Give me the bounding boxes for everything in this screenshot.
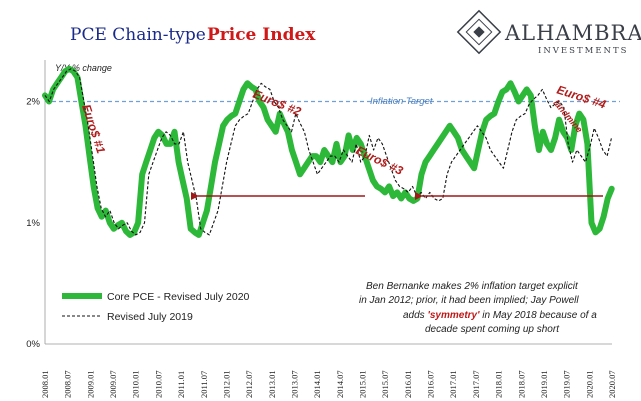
x-tick-label: 2015.01 — [358, 370, 368, 398]
x-tick-label: 2010.01 — [131, 370, 141, 398]
note-line1: Ben Bernanke makes 2% inflation target e… — [366, 281, 579, 292]
chart-title-part1: PCE Chain-type — [70, 25, 206, 45]
chart-title-part2: Price Index — [207, 25, 316, 45]
x-tick-label: 2014.07 — [335, 370, 345, 398]
note-line3c: in May 2018 because of a — [479, 310, 597, 321]
x-tick-label: 2016.07 — [426, 370, 436, 398]
x-tick-label: 2011.01 — [176, 371, 186, 398]
x-tick-label: 2018.07 — [516, 370, 526, 398]
legend-label-core: Core PCE - Revised July 2020 — [107, 291, 250, 303]
note-line3a: adds — [403, 310, 427, 321]
y-tick-label: 2% — [26, 97, 40, 108]
x-tick-label: 2016.01 — [403, 370, 413, 398]
note-line4: decade spent coming up short — [425, 324, 560, 335]
x-tick-label: 2018.01 — [494, 370, 504, 398]
inflation-target-label: Inflation Target — [370, 96, 433, 107]
x-tick-label: 2019.07 — [562, 370, 572, 398]
legend-label-2019: Revised July 2019 — [107, 311, 193, 323]
euro3-label: Euro$ #3 — [354, 143, 406, 178]
x-tick-label: 2015.07 — [380, 370, 390, 398]
x-tick-label: 2020.01 — [584, 370, 594, 398]
note-line2: in Jan 2012; prior, it had been implied;… — [359, 295, 579, 306]
legend: Core PCE - Revised July 2020 Revised Jul… — [62, 291, 250, 323]
x-tick-label: 2012.07 — [244, 370, 254, 398]
x-tick-label: 2012.01 — [221, 370, 231, 398]
y-tick-label: 0% — [26, 339, 40, 350]
note-line3: adds 'symmetry' in May 2018 because of a — [403, 310, 597, 321]
x-tick-label: 2014.01 — [312, 370, 322, 398]
x-tick-label: 2011.07 — [199, 371, 209, 398]
series-revised-2019 — [44, 68, 613, 236]
note-symmetry: 'symmetry' — [427, 310, 480, 321]
x-ticks: 2008.01 2008.07 2009.01 2009.07 2010.01 2010.… — [40, 370, 617, 398]
diamond-emblem-icon — [456, 9, 502, 55]
x-tick-label: 2017.01 — [448, 370, 458, 398]
x-tick-label: 2009.07 — [108, 370, 118, 398]
x-tick-label: 2010.07 — [153, 370, 163, 398]
note: Ben Bernanke makes 2% inflation target e… — [359, 281, 597, 335]
x-tick-label: 2008.01 — [40, 370, 50, 398]
logo-name: ALHAMBRA — [504, 21, 641, 45]
x-tick-label: 2020.07 — [607, 370, 617, 398]
x-tick-label: 2017.07 — [471, 370, 481, 398]
y-ticks: 0% 1% 2% — [26, 97, 40, 351]
x-tick-label: 2013.07 — [289, 370, 299, 398]
alhambra-logo: ALHAMBRA INVESTMENTS — [456, 9, 641, 56]
x-tick-label: 2013.01 — [267, 370, 277, 398]
x-tick-label: 2009.01 — [85, 370, 95, 398]
logo-sub: INVESTMENTS — [538, 46, 628, 56]
x-tick-label: 2008.07 — [63, 370, 73, 398]
chart-subtitle: Y/Y % change — [55, 63, 112, 73]
series-core-pce-2020 — [42, 65, 615, 238]
y-tick-label: 1% — [26, 218, 40, 229]
x-tick-label: 2019.01 — [539, 370, 549, 398]
